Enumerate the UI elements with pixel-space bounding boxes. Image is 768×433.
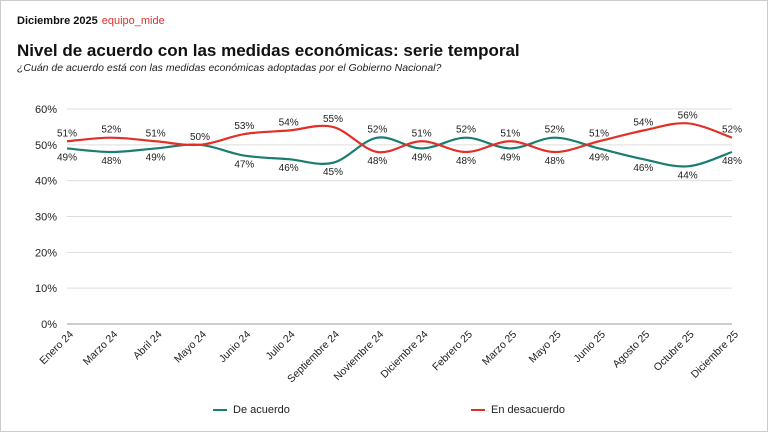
legend-swatch	[471, 409, 485, 411]
data-label: 54%	[633, 118, 653, 129]
series-line-de-acuerdo	[66, 136, 733, 168]
report-date: Diciembre 2025	[17, 15, 98, 27]
data-label: 52%	[367, 125, 387, 136]
data-label: 52%	[456, 125, 476, 136]
y-tick-label: 0%	[41, 319, 57, 331]
data-label: 51%	[589, 128, 609, 139]
x-tick-label: Abril 24	[131, 328, 165, 362]
chart-subtitle: ¿Cuán de acuerdo está con las medidas ec…	[17, 62, 442, 74]
x-tick-label: Febrero 25	[430, 328, 475, 373]
data-label: 49%	[500, 152, 520, 163]
data-label: 45%	[323, 167, 343, 178]
header: Diciembre 2025 equipo_mide	[17, 15, 165, 27]
x-tick-label: Junio 25	[571, 328, 608, 365]
x-tick-label: Octubre 25	[651, 328, 696, 373]
x-tick-label: Junio 24	[217, 328, 254, 365]
x-tick-label: Enero 24	[37, 328, 76, 367]
data-label: 47%	[234, 160, 254, 171]
data-label: 48%	[722, 156, 742, 167]
data-label: 48%	[367, 156, 387, 167]
data-label: 51%	[146, 128, 166, 139]
data-label: 53%	[234, 121, 254, 132]
data-label: 54%	[279, 118, 299, 129]
x-tick-label: Marzo 25	[480, 328, 520, 368]
data-label: 51%	[57, 128, 77, 139]
data-label: 48%	[545, 156, 565, 167]
data-label: 52%	[545, 125, 565, 136]
data-label: 44%	[678, 170, 698, 181]
legend-swatch	[213, 409, 227, 411]
data-label: 46%	[279, 163, 299, 174]
chart-title: Nivel de acuerdo con las medidas económi…	[17, 41, 520, 60]
data-label: 46%	[633, 163, 653, 174]
data-label: 50%	[190, 132, 210, 143]
x-tick-label: Diciembre 25	[689, 328, 741, 380]
data-label: 52%	[722, 125, 742, 136]
x-tick-label: Mayo 25	[527, 328, 564, 365]
x-tick-label: Mayo 24	[172, 328, 209, 365]
x-tick-label: Julio 24	[264, 328, 298, 362]
data-label: 51%	[500, 128, 520, 139]
x-tick-label: Marzo 24	[81, 328, 121, 368]
data-label: 51%	[412, 128, 432, 139]
data-label: 52%	[101, 125, 121, 136]
data-label: 49%	[57, 152, 77, 163]
data-label: 48%	[456, 156, 476, 167]
x-tick-label: Diciembre 24	[378, 328, 430, 380]
data-label: 49%	[589, 152, 609, 163]
y-tick-label: 20%	[35, 247, 57, 259]
legend-item-de-acuerdo: De acuerdo	[213, 404, 290, 416]
y-tick-label: 10%	[35, 283, 57, 295]
legend-item-en-desacuerdo: En desacuerdo	[471, 404, 565, 416]
y-tick-label: 50%	[35, 140, 57, 152]
data-label: 56%	[678, 110, 698, 121]
series-line-en-desacuerdo	[66, 122, 733, 154]
y-tick-label: 40%	[35, 176, 57, 188]
data-label: 48%	[101, 156, 121, 167]
data-label: 49%	[412, 152, 432, 163]
y-tick-label: 60%	[35, 104, 57, 116]
brand: equipo_mide	[101, 15, 165, 27]
y-tick-label: 30%	[35, 212, 57, 224]
x-tick-label: Agosto 25	[610, 328, 652, 370]
data-label: 55%	[323, 114, 343, 125]
data-label: 49%	[146, 152, 166, 163]
